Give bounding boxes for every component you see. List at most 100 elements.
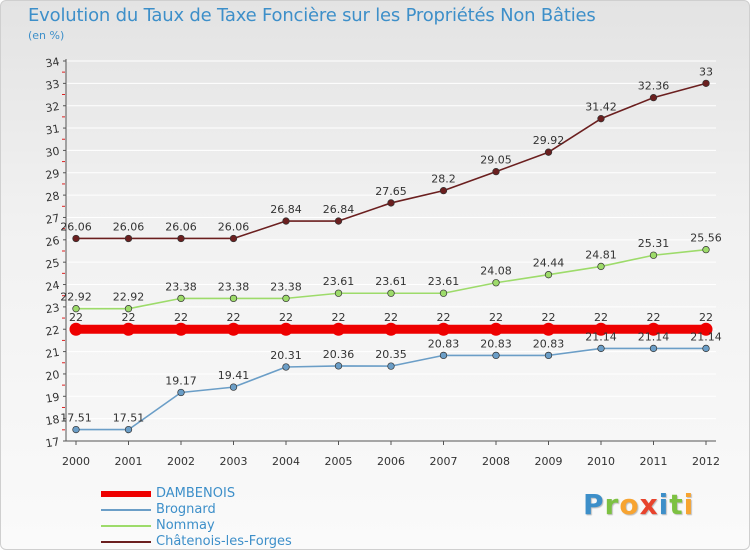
data-label: 19.41 [218, 369, 250, 382]
data-point [227, 323, 240, 336]
data-label: 22 [174, 311, 188, 324]
x-tick-label: 2009 [535, 455, 563, 468]
data-point [335, 218, 342, 225]
data-point [73, 426, 80, 433]
data-point [335, 290, 342, 297]
y-tick-label: 33 [44, 78, 60, 93]
data-point [440, 187, 447, 194]
data-label: 20.36 [323, 348, 355, 361]
y-tick-label: 34 [44, 55, 60, 70]
data-label: 25.56 [690, 232, 722, 245]
data-point [335, 363, 342, 370]
data-point [230, 295, 237, 302]
data-label: 20.83 [480, 337, 512, 350]
data-label: 26.06 [60, 220, 92, 233]
legend-item-dambenois: DAMBENOIS [101, 486, 341, 502]
data-point [178, 389, 185, 396]
data-label: 33 [699, 65, 713, 78]
data-label: 22 [69, 311, 83, 324]
data-label: 23.61 [428, 275, 460, 288]
data-point [598, 263, 605, 270]
data-label: 26.84 [270, 203, 302, 216]
data-label: 23.61 [375, 275, 407, 288]
data-point [545, 271, 552, 278]
y-tick-label: 31 [44, 122, 60, 137]
legend-label-dambenois: DAMBENOIS [156, 486, 235, 501]
data-point [230, 235, 237, 242]
data-label: 29.92 [533, 134, 565, 147]
data-point [490, 323, 503, 336]
data-point [545, 149, 552, 156]
data-label: 28.2 [431, 173, 456, 186]
y-tick-label: 30 [44, 145, 60, 160]
data-point [650, 94, 657, 101]
data-label: 22 [332, 311, 346, 324]
data-point [440, 352, 447, 359]
data-point [703, 80, 710, 87]
y-tick-label: 18 [44, 413, 60, 428]
data-label: 27.65 [375, 185, 407, 198]
data-point [70, 323, 83, 336]
legend-swatch-brognard [101, 509, 151, 511]
data-label: 29.05 [480, 154, 512, 167]
y-tick-label: 29 [44, 167, 60, 182]
data-label: 22 [699, 311, 713, 324]
data-label: 23.38 [165, 280, 197, 293]
data-point [703, 345, 710, 352]
y-tick-label: 28 [44, 189, 60, 204]
legend-swatch-nommay [101, 525, 151, 527]
data-label: 24.81 [585, 248, 617, 261]
data-label: 23.61 [323, 275, 355, 288]
y-tick-label: 20 [44, 368, 60, 383]
data-point [283, 218, 290, 225]
y-tick-label: 27 [44, 212, 60, 227]
data-point [73, 235, 80, 242]
data-label: 32.36 [638, 80, 670, 93]
y-tick-label: 26 [44, 234, 60, 249]
data-label: 22.92 [113, 291, 145, 304]
x-tick-label: 2007 [430, 455, 458, 468]
data-point [598, 345, 605, 352]
line-chart: 1718192021222324252627282930313233342000… [1, 1, 750, 550]
logo-letter: i [659, 488, 670, 521]
legend-swatch-chatenois [101, 541, 151, 543]
logo-letter: x [640, 488, 659, 521]
data-label: 17.51 [113, 412, 145, 425]
data-point [283, 295, 290, 302]
data-label: 21.14 [690, 330, 722, 343]
legend-swatch-dambenois [101, 491, 151, 497]
data-label: 21.14 [638, 330, 670, 343]
data-point [175, 323, 188, 336]
data-label: 24.08 [480, 265, 512, 278]
data-label: 31.42 [585, 101, 617, 114]
y-tick-label: 24 [44, 279, 60, 294]
y-tick-label: 22 [44, 323, 60, 338]
x-tick-label: 2001 [115, 455, 143, 468]
x-tick-label: 2002 [167, 455, 195, 468]
legend-item-chatenois: Châtenois-les-Forges [101, 534, 341, 550]
logo-letter: t [669, 488, 683, 521]
data-label: 22 [227, 311, 241, 324]
logo-letter: r [605, 488, 620, 521]
data-label: 19.17 [165, 374, 197, 387]
logo-letter: i [684, 488, 695, 521]
data-label: 23.38 [270, 280, 302, 293]
x-tick-label: 2008 [482, 455, 510, 468]
data-point [493, 352, 500, 359]
data-label: 22 [279, 311, 293, 324]
x-tick-label: 2012 [692, 455, 720, 468]
data-label: 26.84 [323, 203, 355, 216]
y-tick-label: 25 [44, 256, 60, 271]
data-label: 25.31 [638, 237, 670, 250]
data-point [650, 252, 657, 259]
y-tick-label: 32 [44, 100, 60, 115]
data-label: 22.92 [60, 291, 92, 304]
data-point [703, 246, 710, 253]
legend-label-nommay: Nommay [156, 518, 215, 533]
data-label: 22 [384, 311, 398, 324]
data-point [440, 290, 447, 297]
logo-letter: P [583, 488, 605, 521]
data-point [280, 323, 293, 336]
data-label: 26.06 [113, 220, 145, 233]
data-point [125, 235, 132, 242]
